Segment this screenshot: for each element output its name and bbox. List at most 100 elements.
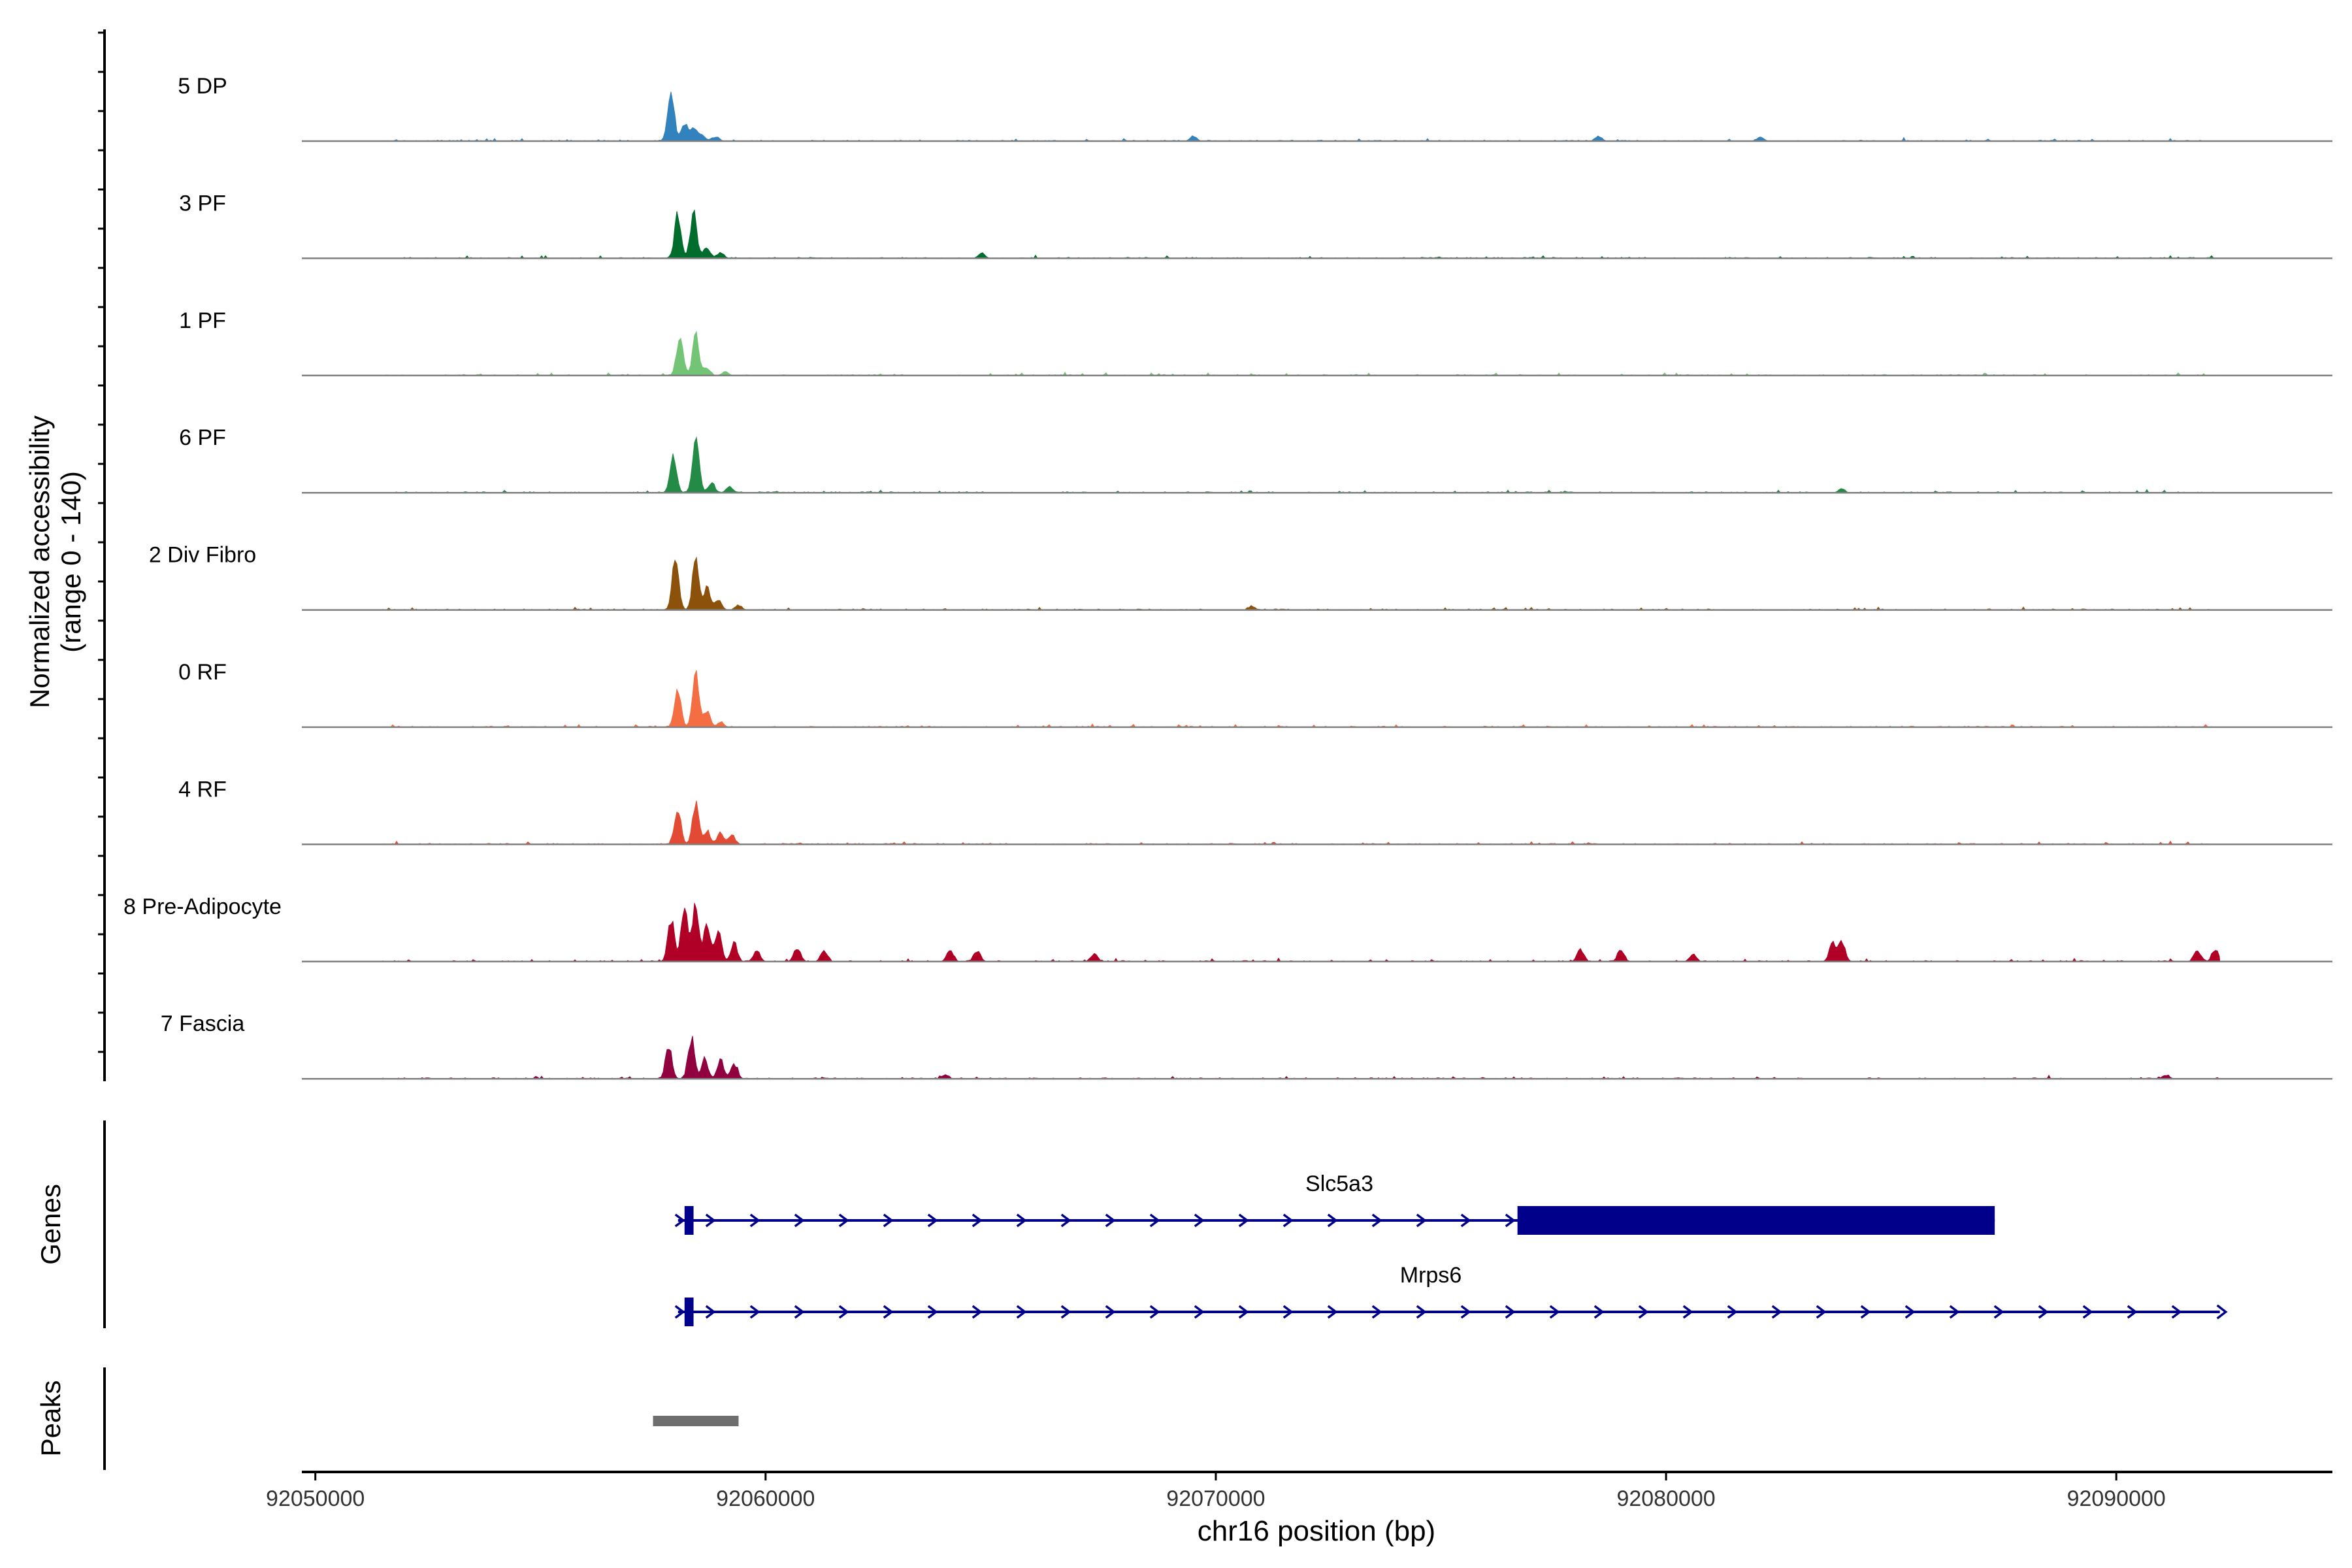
strand-arrow [1149, 1305, 1160, 1319]
strand-arrow [705, 1213, 716, 1228]
strand-arrow [2127, 1305, 2138, 1319]
strand-arrow [1149, 1213, 1160, 1228]
x-tick-label: 92080000 [1616, 1486, 1715, 1511]
track-label: 4 RF [178, 777, 227, 802]
coverage-area [382, 331, 2221, 376]
strand-arrow [1327, 1305, 1338, 1319]
track-label: 5 DP [178, 74, 227, 99]
strand-arrow [1549, 1305, 1560, 1319]
coverage-area [382, 903, 2221, 962]
strand-arrow [1371, 1213, 1382, 1228]
strand-arrow [1593, 1305, 1605, 1319]
strand-arrow [1016, 1213, 1027, 1228]
strand-arrow [1060, 1305, 1071, 1319]
track-2-div-fibro: 2 Div Fibro [149, 543, 2332, 611]
genes-track: Slc5a3 Mrps6 [674, 1171, 2228, 1326]
gene-name: Slc5a3 [1305, 1171, 1373, 1196]
track-4-rf: 4 RF [178, 777, 2332, 845]
gene-exon [684, 1298, 694, 1326]
strand-arrow [1238, 1213, 1249, 1228]
strand-arrow [794, 1213, 805, 1228]
genes-track-label: Genes [35, 1184, 66, 1265]
gene-name: Mrps6 [1400, 1263, 1462, 1288]
strand-arrow [927, 1305, 938, 1319]
strand-arrow [883, 1305, 894, 1319]
strand-arrow [705, 1305, 716, 1319]
track-label: 3 PF [179, 191, 226, 216]
strand-arrow [1060, 1213, 1071, 1228]
coverage-area [383, 91, 2220, 142]
strand-arrow [1238, 1305, 1249, 1319]
y-axis-title-group: Normalized accessibility (range 0 - 140) [24, 416, 86, 708]
x-axis: 92050000 92060000 92070000 92080000 92090000 [266, 1471, 2332, 1511]
strand-arrow [2082, 1305, 2093, 1319]
strand-arrow [2216, 1304, 2228, 1320]
strand-arrow [1460, 1213, 1471, 1228]
strand-arrow [927, 1213, 938, 1228]
strand-arrow [1282, 1305, 1294, 1319]
x-axis-label: chr16 position (bp) [1198, 1515, 1435, 1547]
strand-arrow [1105, 1305, 1116, 1319]
x-tick-label: 92060000 [716, 1486, 815, 1511]
strand-arrow [838, 1213, 849, 1228]
strand-arrow [1993, 1305, 2004, 1319]
track-6-pf: 6 PF [179, 425, 2332, 494]
peaks-track-label: Peaks [35, 1380, 66, 1457]
strand-arrow [1416, 1305, 1427, 1319]
x-tick-label: 92090000 [2067, 1486, 2166, 1511]
strand-arrow [1638, 1305, 1649, 1319]
strand-arrow [1371, 1305, 1382, 1319]
strand-arrow [1816, 1305, 1827, 1319]
strand-arrow [1727, 1305, 1738, 1319]
coverage-area [383, 209, 2220, 259]
strand-arrow [1282, 1213, 1294, 1228]
strand-arrow [1327, 1213, 1338, 1228]
track-label: 6 PF [179, 425, 226, 450]
strand-arrow [1194, 1213, 1205, 1228]
strand-arrow [1860, 1305, 1871, 1319]
strand-arrow [2171, 1305, 2182, 1319]
coverage-area [382, 1036, 2220, 1079]
strand-arrow [1771, 1305, 1782, 1319]
strand-arrow [1194, 1305, 1205, 1319]
strand-arrow [1505, 1213, 1516, 1228]
strand-arrow [883, 1213, 894, 1228]
strand-arrow [1416, 1213, 1427, 1228]
track-label: 2 Div Fibro [149, 543, 256, 568]
strand-arrow [1505, 1305, 1516, 1319]
strand-arrow [674, 1213, 685, 1228]
track-label: 7 Fascia [161, 1011, 245, 1036]
gene-mrps6: Mrps6 [674, 1263, 2228, 1326]
strand-arrow [674, 1305, 685, 1319]
coverage-area [383, 670, 2220, 728]
coverage-area [382, 556, 2220, 611]
x-tick-label: 92070000 [1166, 1486, 1265, 1511]
strand-arrow [972, 1305, 983, 1319]
strand-arrow [749, 1305, 760, 1319]
track-5-dp: 5 DP [178, 74, 2332, 142]
coverage-area [383, 436, 2220, 493]
strand-arrow [972, 1213, 983, 1228]
y-axis-range-label: (range 0 - 140) [56, 471, 86, 653]
gene-exon [1517, 1206, 1995, 1235]
strand-arrow [1105, 1213, 1116, 1228]
x-tick-label: 92050000 [266, 1486, 365, 1511]
gene-exon [684, 1206, 694, 1235]
peak-region [653, 1416, 739, 1426]
strand-arrow [2038, 1305, 2049, 1319]
coverage-tracks: 5 DP 3 PF 1 PF 6 PF 2 Div Fibro 0 RF 4 RF 8 Pre… [123, 74, 2332, 1080]
strand-arrow [838, 1305, 849, 1319]
strand-arrow [749, 1213, 760, 1228]
strand-arrow [1949, 1305, 1960, 1319]
gene-slc5a3: Slc5a3 [674, 1171, 1995, 1235]
track-1-pf: 1 PF [179, 308, 2332, 377]
track-label: 0 RF [178, 660, 227, 685]
track-3-pf: 3 PF [179, 191, 2332, 259]
coverage-area [382, 800, 2220, 845]
track-0-rf: 0 RF [178, 660, 2332, 728]
track-8-pre-adipocyte: 8 Pre-Adipocyte [123, 894, 2332, 963]
coverage-y-axis-ticks [98, 31, 105, 1053]
strand-arrow [794, 1305, 805, 1319]
track-7-fascia: 7 Fascia [161, 1011, 2332, 1080]
